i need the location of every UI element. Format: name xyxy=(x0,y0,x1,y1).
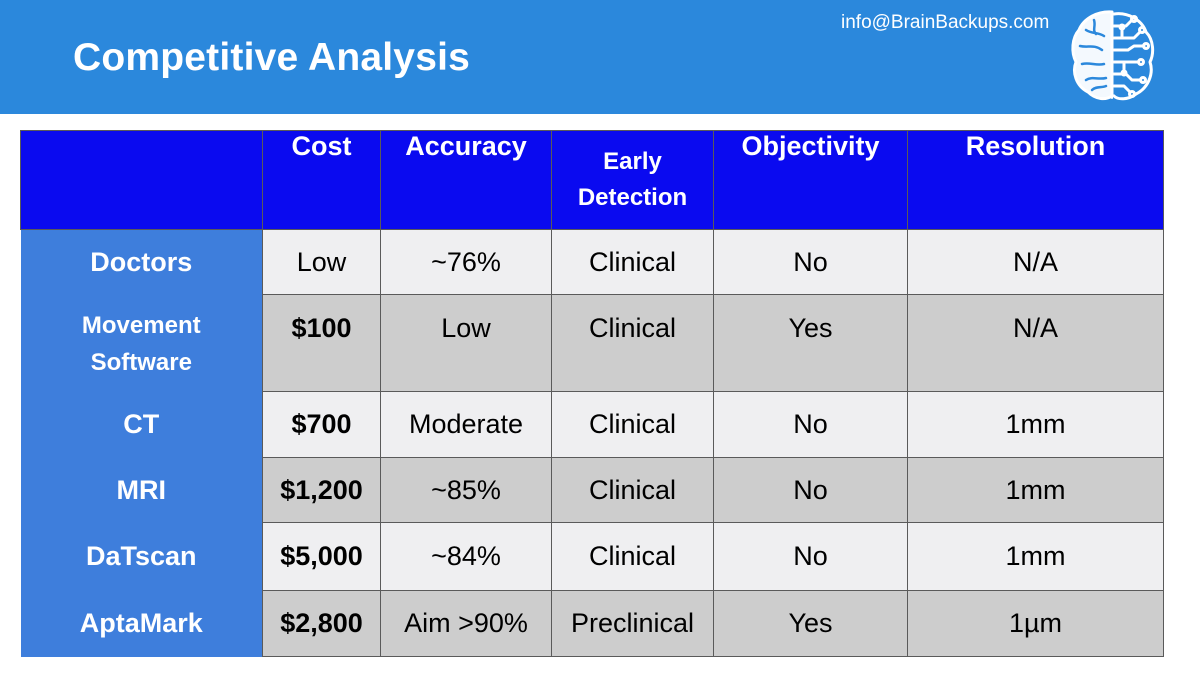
cell-early-detection: Clinical xyxy=(551,391,714,458)
cell-objectivity: No xyxy=(713,391,908,458)
cell-resolution: N/A xyxy=(907,229,1164,295)
cell-objectivity: No xyxy=(713,457,908,523)
cell-resolution: 1µm xyxy=(907,590,1164,657)
row-header-doctors: Doctors xyxy=(20,229,263,295)
cell-accuracy: Moderate xyxy=(380,391,552,458)
cell-resolution: 1mm xyxy=(907,522,1164,591)
cell-accuracy: Aim >90% xyxy=(380,590,552,657)
competitive-analysis-table: Cost Accuracy Early Detection Objectivit… xyxy=(20,130,1164,657)
cell-resolution: 1mm xyxy=(907,391,1164,458)
table-row: AptaMark $2,800 Aim >90% Preclinical Yes… xyxy=(20,590,1164,657)
column-header-cost: Cost xyxy=(262,130,381,230)
cell-resolution: 1mm xyxy=(907,457,1164,523)
cell-accuracy: Low xyxy=(380,294,552,392)
slide-title: Competitive Analysis xyxy=(73,36,471,79)
column-header-blank xyxy=(20,130,263,230)
slide-header: Competitive Analysis info@BrainBackups.c… xyxy=(0,0,1200,114)
cell-cost: $700 xyxy=(262,391,381,458)
column-header-objectivity: Objectivity xyxy=(713,130,908,230)
cell-cost: $5,000 xyxy=(262,522,381,591)
column-header-early-detection: Early Detection xyxy=(551,130,714,230)
cell-early-detection: Clinical xyxy=(551,522,714,591)
cell-resolution: N/A xyxy=(907,294,1164,392)
table-row: Doctors Low ~76% Clinical No N/A xyxy=(20,229,1164,295)
row-header-mri: MRI xyxy=(20,457,263,523)
table-row: MRI $1,200 ~85% Clinical No 1mm xyxy=(20,457,1164,523)
cell-accuracy: ~84% xyxy=(380,522,552,591)
contact-email: info@BrainBackups.com xyxy=(841,12,1050,33)
row-header-aptamark: AptaMark xyxy=(20,590,263,657)
cell-objectivity: No xyxy=(713,229,908,295)
cell-accuracy: ~85% xyxy=(380,457,552,523)
cell-objectivity: Yes xyxy=(713,294,908,392)
cell-early-detection: Clinical xyxy=(551,229,714,295)
column-header-accuracy: Accuracy xyxy=(380,130,552,230)
row-header-ct: CT xyxy=(20,391,263,458)
column-header-resolution: Resolution xyxy=(907,130,1164,230)
cell-early-detection: Clinical xyxy=(551,457,714,523)
cell-objectivity: No xyxy=(713,522,908,591)
cell-cost: $100 xyxy=(262,294,381,392)
table-row: DaTscan $5,000 ~84% Clinical No 1mm xyxy=(20,522,1164,591)
cell-early-detection: Preclinical xyxy=(551,590,714,657)
cell-cost: $2,800 xyxy=(262,590,381,657)
cell-early-detection: Clinical xyxy=(551,294,714,392)
cell-objectivity: Yes xyxy=(713,590,908,657)
column-header-row: Cost Accuracy Early Detection Objectivit… xyxy=(20,130,1164,230)
row-header-datscan: DaTscan xyxy=(20,522,263,591)
cell-cost: $1,200 xyxy=(262,457,381,523)
table-row: Movement Software $100 Low Clinical Yes … xyxy=(20,294,1164,392)
cell-cost: Low xyxy=(262,229,381,295)
table-row: CT $700 Moderate Clinical No 1mm xyxy=(20,391,1164,458)
row-header-movement-software: Movement Software xyxy=(20,294,263,392)
cell-accuracy: ~76% xyxy=(380,229,552,295)
brain-circuit-icon xyxy=(1071,10,1155,101)
